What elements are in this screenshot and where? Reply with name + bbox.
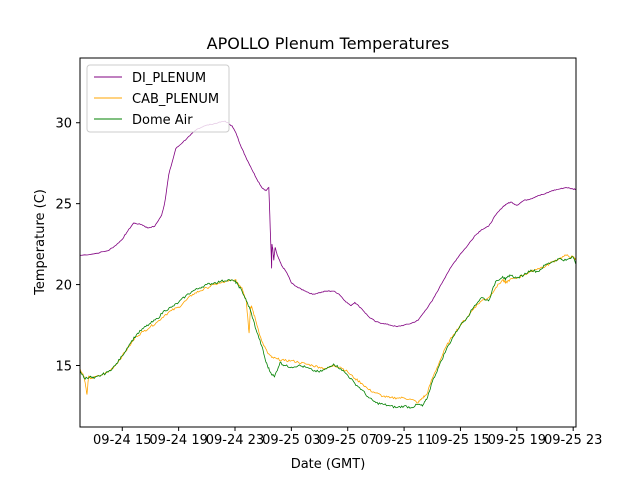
x-tick-label: 09-25 15 [431,433,489,448]
y-axis-label: Temperature (C) [33,189,48,296]
x-tick-label: 09-25 03 [262,433,320,448]
series-line-cab-plenum [79,254,577,404]
x-tick-label: 09-25 07 [319,433,377,448]
legend-label: CAB_PLENUM [132,92,219,107]
series-line-di-plenum [79,120,577,328]
series-layer [79,120,577,409]
legend-label: DI_PLENUM [132,71,206,86]
x-tick-label: 09-24 19 [149,433,207,448]
x-tick-label: 09-25 11 [375,433,433,448]
plot-frame [79,57,577,428]
x-axis-label: Date (GMT) [291,457,366,472]
y-tick-label: 30 [55,117,72,132]
y-tick-label: 15 [55,360,72,375]
legend: DI_PLENUM CAB_PLENUM Dome Air [86,64,230,133]
x-tick-label: 09-25 23 [544,433,602,448]
x-tick-label: 09-24 23 [206,433,264,448]
x-tick-label: 09-24 15 [93,433,151,448]
series-line-dome-air [79,255,577,409]
chart-title: APOLLO Plenum Temperatures [207,34,450,53]
legend-label: Dome Air [132,113,193,128]
legend-box [86,64,230,133]
x-tick-label: 09-25 19 [488,433,546,448]
y-tick-label: 25 [55,198,72,213]
y-tick-label: 20 [55,279,72,294]
